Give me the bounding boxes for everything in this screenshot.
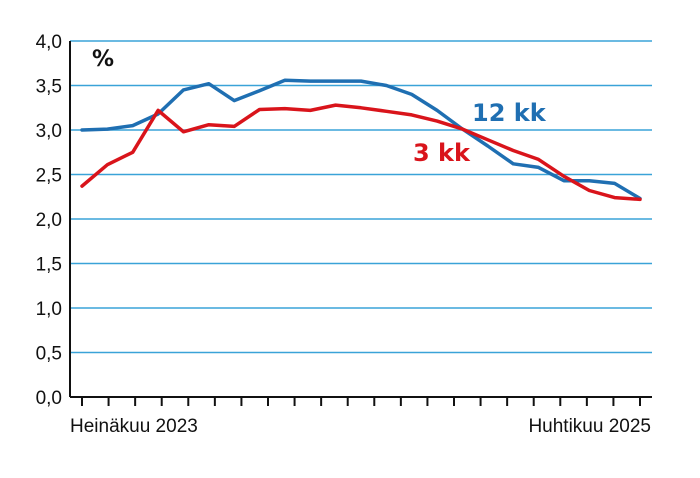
y-tick-label: 3,5 <box>36 77 62 98</box>
y-tick-label: 2,0 <box>36 210 62 231</box>
y-tick-label: 3,0 <box>36 121 62 142</box>
y-tick-label: 1,0 <box>36 299 62 320</box>
y-tick-label: 2,5 <box>36 166 62 187</box>
y-tick-label: 0,5 <box>36 344 62 365</box>
y-tick-label: 0,0 <box>36 388 62 409</box>
unit-label: % <box>92 47 114 72</box>
series-label-12kk: 12 kk <box>472 99 547 127</box>
x-end-label: Huhtikuu 2025 <box>528 416 651 437</box>
x-axis <box>69 41 641 406</box>
series-lines <box>80 78 642 202</box>
series-line-3kk <box>80 103 642 202</box>
series-label-3kk: 3 kk <box>413 139 471 167</box>
y-axis: 0,0 0,5 1,0 1,5 2,0 2,5 3,0 3,5 4,0 <box>36 32 62 409</box>
gridlines <box>70 40 652 398</box>
y-tick-label: 4,0 <box>36 32 62 53</box>
y-tick-label: 1,5 <box>36 255 62 276</box>
x-start-label: Heinäkuu 2023 <box>70 416 198 437</box>
series-line-12kk <box>80 78 642 201</box>
